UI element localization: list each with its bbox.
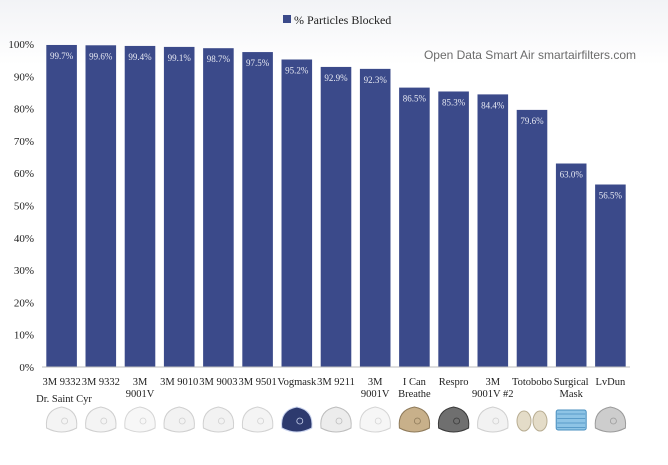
x-tick-label: Surgical Mask (554, 377, 589, 400)
mask-picture (163, 406, 195, 433)
mask-picture (241, 406, 274, 433)
bar-value-label: 95.2% (285, 66, 309, 76)
bar-value-label: 85.3% (442, 97, 466, 107)
bar-value-label: 98.7% (207, 54, 231, 64)
first-bar-subtitle: Dr. Saint Cyr (36, 394, 92, 405)
bar-value-label: 79.6% (520, 116, 544, 126)
x-tick-label: Respro (439, 377, 469, 388)
bar (242, 52, 273, 367)
mask-picture (320, 406, 352, 433)
x-tick-label: 3M 9010 (160, 377, 198, 388)
mask-picture (516, 410, 548, 432)
bar (124, 45, 156, 367)
y-tick-label: 10% (14, 330, 34, 342)
mask-picture (437, 406, 470, 433)
x-tick-label: 3M 9001V #2 (472, 377, 514, 400)
y-tick-label: 20% (14, 297, 34, 309)
mask-picture (45, 406, 78, 433)
bar-value-label: 99.7% (50, 51, 74, 61)
bar-value-label: 92.9% (324, 73, 348, 83)
bar-value-label: 99.6% (89, 51, 113, 61)
bar-value-label: 86.5% (403, 94, 427, 104)
y-tick-label: 0% (19, 362, 34, 374)
bar-value-label: 99.4% (128, 52, 152, 62)
x-tick-label: Vogmask (277, 377, 317, 388)
value-labels: 99.7% 99.6% 99.4% 99.1% 98.7% 97.5% 95.2% 92.9%… (50, 51, 623, 201)
y-tick-label: 60% (14, 168, 34, 180)
bar (163, 46, 195, 367)
mask-picture (202, 406, 235, 433)
x-tick-label: 3M 9332 (82, 377, 120, 388)
x-tick-label: LvDun (596, 377, 626, 388)
x-tick-label: Totobobo (512, 377, 552, 388)
x-tick-label: 3M 9211 (317, 377, 355, 388)
y-tick-label: 100% (8, 39, 34, 51)
source-annotation: Open Data Smart Air smartairfilters.com (424, 48, 636, 62)
bar (516, 109, 548, 367)
bar-value-label: 92.3% (364, 75, 388, 85)
y-axis: 0% 10% 20% 30% 40% 50% 60% 70% 80% 90% 100% (8, 39, 34, 374)
bar (85, 45, 117, 367)
y-tick-label: 50% (14, 201, 34, 213)
bar (555, 163, 587, 367)
y-tick-label: 40% (14, 233, 34, 245)
bar-value-label: 84.4% (481, 100, 505, 110)
bar-value-label: 97.5% (246, 58, 270, 68)
x-tick-label: 3M 9003 (199, 377, 237, 388)
y-tick-label: 80% (14, 104, 34, 116)
bar (203, 48, 234, 367)
mask-picture (477, 406, 509, 433)
x-tick-label: 3M 9001V (126, 377, 155, 400)
bar-value-label: 99.1% (168, 53, 192, 63)
category-labels: 3M 9332 3M 9332 3M 9001V 3M 9010 3M 9003 3M 95… (42, 377, 626, 400)
bar (477, 94, 509, 367)
bar (359, 68, 391, 368)
mask-picture (594, 406, 627, 433)
mask-picture (555, 409, 587, 431)
x-tick-label: I Can Breathe (398, 377, 431, 400)
bar (46, 44, 77, 367)
legend-label: % Particles Blocked (294, 13, 391, 27)
mask-images (45, 406, 627, 433)
legend: % Particles Blocked (283, 13, 391, 27)
mask-picture (85, 406, 117, 433)
legend-swatch (283, 15, 291, 23)
bar (281, 59, 313, 367)
mask-picture (398, 406, 431, 433)
bars (46, 44, 626, 368)
mask-picture (281, 406, 313, 433)
y-tick-label: 30% (14, 265, 34, 277)
mask-picture (359, 406, 391, 433)
y-tick-label: 90% (14, 71, 34, 83)
bar (438, 91, 469, 367)
x-tick-label: 3M 9001V (361, 377, 390, 400)
y-tick-label: 70% (14, 136, 34, 148)
bar (595, 184, 626, 367)
bar (399, 87, 430, 368)
bar-value-label: 63.0% (560, 170, 584, 180)
bar (320, 66, 352, 368)
x-tick-label: 3M 9501 (238, 377, 276, 388)
bar-value-label: 56.5% (599, 191, 623, 201)
x-tick-label: 3M 9332 (42, 377, 80, 388)
mask-picture (124, 406, 156, 433)
